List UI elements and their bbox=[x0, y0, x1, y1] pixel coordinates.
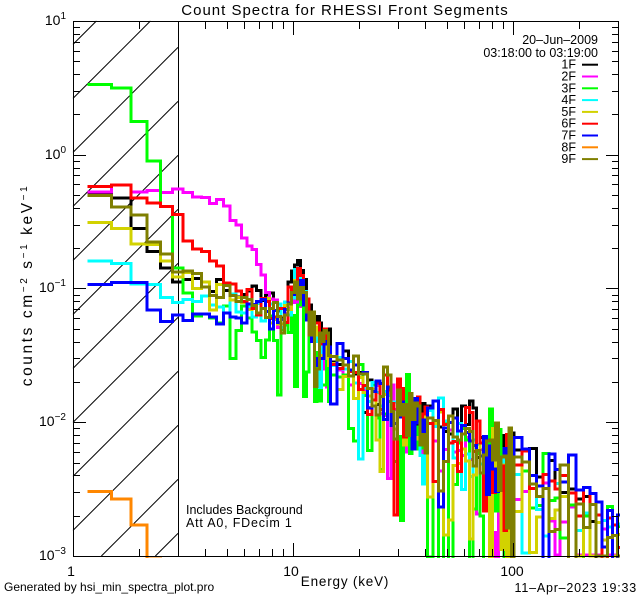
svg-text:5F: 5F bbox=[561, 105, 576, 119]
svg-text:Att A0, FDecim 1: Att A0, FDecim 1 bbox=[186, 516, 293, 530]
svg-text:9F: 9F bbox=[561, 152, 576, 166]
svg-text:100: 100 bbox=[500, 563, 524, 579]
svg-text:Count Spectra for RHESSI Front: Count Spectra for RHESSI Front Segments bbox=[181, 2, 508, 19]
svg-text:counts cm−2 s−1 keV−1: counts cm−2 s−1 keV−1 bbox=[19, 184, 36, 387]
svg-text:Energy (keV): Energy (keV) bbox=[301, 574, 389, 589]
svg-text:03:18:00 to 03:19:00: 03:18:00 to 03:19:00 bbox=[483, 46, 598, 60]
svg-text:6F: 6F bbox=[561, 117, 576, 131]
svg-text:7F: 7F bbox=[561, 129, 576, 143]
svg-text:11–Apr–2023 19:33: 11–Apr–2023 19:33 bbox=[515, 581, 638, 595]
svg-text:Generated by hsi_min_spectra_p: Generated by hsi_min_spectra_plot.pro bbox=[4, 580, 214, 594]
svg-text:8F: 8F bbox=[561, 140, 576, 154]
svg-text:3F: 3F bbox=[561, 81, 576, 95]
svg-text:4F: 4F bbox=[561, 93, 576, 107]
svg-text:10: 10 bbox=[283, 563, 299, 579]
svg-text:1F: 1F bbox=[561, 58, 576, 72]
svg-text:1: 1 bbox=[67, 563, 75, 579]
svg-text:2F: 2F bbox=[561, 70, 576, 84]
svg-text:Includes Background: Includes Background bbox=[186, 503, 303, 517]
svg-text:20–Jun–2009: 20–Jun–2009 bbox=[522, 33, 598, 47]
